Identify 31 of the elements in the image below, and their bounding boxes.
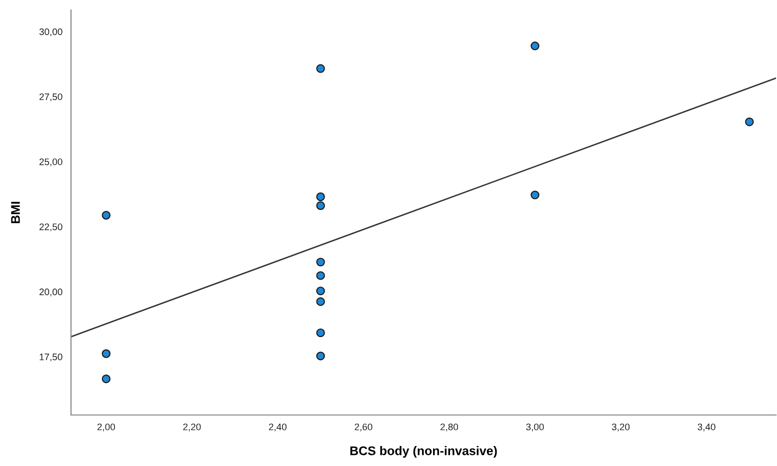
- point: [102, 349, 111, 358]
- x-tick-label: 2,20: [183, 424, 201, 432]
- point: [530, 42, 540, 50]
- point: [316, 64, 325, 73]
- x-tick-label: 2,60: [354, 424, 372, 432]
- point: [102, 210, 111, 220]
- point: [745, 117, 754, 126]
- x-tick-label: 2,00: [97, 424, 115, 432]
- x-tick-label: 3,00: [526, 424, 544, 432]
- x-tick-label: 3,40: [698, 424, 716, 432]
- point: [530, 190, 540, 200]
- x-axis-title: BCS body (non-invasive): [350, 446, 497, 458]
- point: [316, 271, 325, 280]
- point: [316, 286, 325, 296]
- point: [316, 192, 325, 202]
- y-tick-label: 20,00: [40, 288, 62, 296]
- point: [316, 201, 325, 210]
- y-tick-label: 17,50: [40, 354, 62, 362]
- x-tick-label: 2,80: [440, 424, 458, 432]
- point: [316, 352, 325, 360]
- point: [316, 297, 325, 306]
- x-tick-label: 3,20: [612, 424, 630, 432]
- point: [316, 328, 325, 338]
- y-tick-label: 25,00: [40, 158, 62, 166]
- y-tick-label: 22,50: [40, 224, 62, 232]
- y-tick-label: 27,50: [40, 93, 62, 102]
- y-axis-title: BMI: [11, 202, 20, 224]
- x-tick-label: 2,40: [268, 424, 287, 432]
- point: [316, 258, 325, 266]
- point: [102, 374, 111, 384]
- y-tick-label: 30,00: [39, 28, 62, 36]
